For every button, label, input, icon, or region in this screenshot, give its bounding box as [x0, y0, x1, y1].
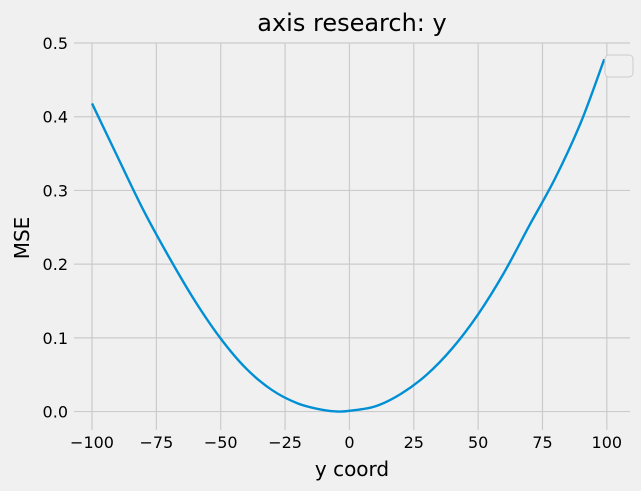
chart-title: axis research: y [257, 9, 446, 37]
y-tick-label: 0.1 [43, 329, 68, 348]
series-layer [90, 58, 606, 413]
y-tick-labels: 0.0 0.1 0.2 0.3 0.4 0.5 [43, 34, 68, 422]
y-tick-label: 0.5 [43, 34, 68, 53]
x-tick-labels: −100 −75 −50 −25 0 25 50 75 100 [70, 433, 622, 452]
x-tick-label: −25 [268, 433, 302, 452]
grid-lines [74, 42, 630, 430]
x-axis-label: y coord [315, 457, 389, 481]
x-tick-label: 100 [592, 433, 623, 452]
legend-box [604, 54, 634, 78]
y-tick-label: 0.4 [43, 108, 68, 127]
x-tick-label: 0 [344, 433, 354, 452]
x-tick-label: 75 [532, 433, 552, 452]
series-line [90, 58, 606, 413]
x-tick-label: −100 [70, 433, 114, 452]
x-tick-label: 50 [468, 433, 488, 452]
x-tick-label: −75 [139, 433, 173, 452]
x-tick-label: −50 [204, 433, 238, 452]
y-tick-label: 0.3 [43, 181, 68, 200]
x-tick-label: 25 [404, 433, 424, 452]
y-tick-label: 0.2 [43, 255, 68, 274]
y-axis-label: MSE [10, 217, 34, 260]
y-tick-label: 0.0 [43, 403, 68, 422]
